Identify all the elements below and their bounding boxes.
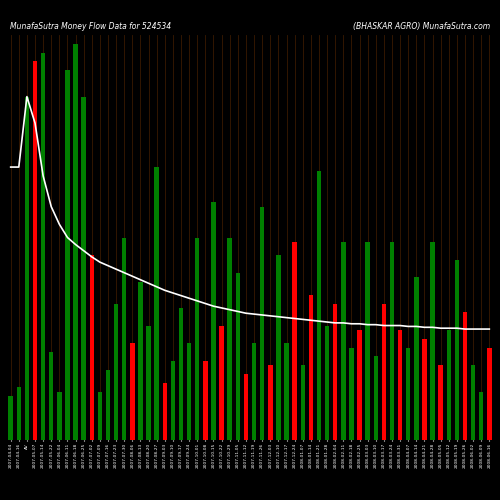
Bar <box>98 392 102 440</box>
Bar <box>374 356 378 440</box>
Bar <box>300 365 305 440</box>
Bar <box>349 348 354 440</box>
Bar <box>358 330 362 440</box>
Text: (BHASKAR AGRO) MunafaSutra.com: (BHASKAR AGRO) MunafaSutra.com <box>353 22 490 31</box>
Bar <box>333 304 338 440</box>
Bar <box>106 370 110 440</box>
Bar <box>33 62 37 440</box>
Bar <box>284 343 288 440</box>
Bar <box>49 352 54 440</box>
Bar <box>187 343 192 440</box>
Bar <box>212 202 216 440</box>
Bar <box>454 260 459 440</box>
Bar <box>8 396 13 440</box>
Bar <box>244 374 248 440</box>
Bar <box>414 277 418 440</box>
Bar <box>325 326 330 440</box>
Bar <box>341 242 345 440</box>
Bar <box>170 361 175 440</box>
Bar <box>446 330 451 440</box>
Bar <box>398 330 402 440</box>
Bar <box>228 238 232 440</box>
Bar <box>382 304 386 440</box>
Bar <box>479 392 484 440</box>
Bar <box>422 339 426 440</box>
Bar <box>65 70 70 440</box>
Bar <box>41 52 46 440</box>
Bar <box>82 96 86 440</box>
Bar <box>114 304 118 440</box>
Bar <box>154 167 159 440</box>
Bar <box>203 361 207 440</box>
Bar <box>74 44 78 440</box>
Bar <box>487 348 492 440</box>
Bar <box>130 343 134 440</box>
Bar <box>16 387 21 440</box>
Bar <box>292 242 297 440</box>
Bar <box>195 238 200 440</box>
Bar <box>236 272 240 440</box>
Bar <box>276 255 280 440</box>
Bar <box>57 392 62 440</box>
Bar <box>146 326 151 440</box>
Text: MunafaSutra Money Flow Data for 524534: MunafaSutra Money Flow Data for 524534 <box>10 22 171 31</box>
Bar <box>471 365 476 440</box>
Bar <box>390 242 394 440</box>
Bar <box>366 242 370 440</box>
Bar <box>260 206 264 440</box>
Bar <box>438 365 443 440</box>
Bar <box>268 365 272 440</box>
Bar <box>463 312 467 440</box>
Bar <box>406 348 410 440</box>
Bar <box>220 326 224 440</box>
Bar <box>179 308 184 440</box>
Bar <box>430 242 435 440</box>
Bar <box>316 172 321 440</box>
Bar <box>252 343 256 440</box>
Bar <box>24 96 29 440</box>
Bar <box>90 255 94 440</box>
Bar <box>122 238 126 440</box>
Bar <box>138 282 142 440</box>
Bar <box>162 383 167 440</box>
Bar <box>308 294 313 440</box>
